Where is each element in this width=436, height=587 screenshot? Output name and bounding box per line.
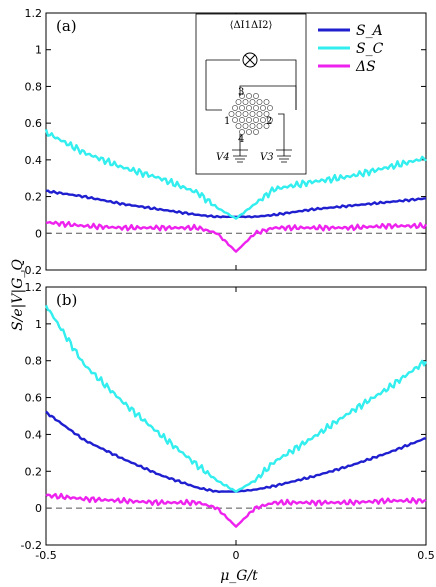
x-axis-label: μ_G/t — [220, 568, 258, 584]
y-tick-label: -0.2 — [21, 539, 42, 552]
series-line-sc — [44, 128, 427, 220]
lattice-hex — [242, 99, 249, 105]
ground-icon — [276, 149, 292, 163]
x-tick-label: 0.5 — [417, 549, 435, 562]
terminal-label: 4 — [238, 134, 244, 145]
lattice-hex — [253, 117, 259, 123]
panel-label: (b) — [56, 291, 77, 309]
lattice-hex — [253, 93, 259, 99]
series-line-sdelta-s — [45, 492, 427, 528]
lattice-hex — [232, 117, 238, 123]
y-tick-label: -0.2 — [21, 264, 42, 277]
lattice-hex — [256, 99, 263, 105]
lattice-hex — [235, 99, 242, 105]
inset-leads — [239, 85, 297, 150]
lattice-hex — [249, 123, 256, 129]
inset-title: ⟨ΔI1ΔI2⟩ — [230, 20, 273, 31]
lattice-hex — [253, 129, 259, 135]
y-tick-label: 0 — [35, 502, 42, 515]
panel-a: -0.2 0 0.2 0.4 0.6 0.8 1 1.2 (a) — [21, 7, 428, 277]
y-tick-label: 0.8 — [25, 80, 43, 93]
panel-label: (a) — [56, 17, 77, 35]
lattice-hex — [232, 105, 238, 111]
lattice-hex — [260, 117, 266, 123]
y-axis-label: S/e|V|G_Q — [10, 259, 26, 331]
panel-b: -0.2 0 0.2 0.4 0.6 0.8 1 1.2 -0.5 0 0.5 (b) — [21, 281, 435, 562]
y-tick-label: 1 — [35, 44, 42, 57]
x-tick-label: -0.5 — [35, 549, 56, 562]
lattice-hex — [249, 99, 256, 105]
terminal-label: 1 — [224, 116, 230, 127]
ammeter-cross-icon — [244, 54, 256, 66]
lattice-hex — [256, 123, 263, 129]
lattice-hex — [246, 105, 252, 111]
lattice-hex — [249, 111, 256, 117]
y-tick-label: 1 — [35, 318, 42, 331]
series-line-sa — [45, 410, 426, 494]
voltage-label: V3 — [260, 152, 274, 163]
lattice-hex — [235, 123, 242, 129]
lattice-hex — [260, 105, 266, 111]
y-tick-label: 0.6 — [25, 117, 43, 130]
x-tick-label: 0 — [233, 549, 240, 562]
lattice-hex — [267, 117, 273, 123]
lattice-hex — [228, 111, 235, 117]
y-tick-label: 0.2 — [25, 465, 43, 478]
voltage-label: V4 — [216, 152, 230, 163]
lattice-hex — [246, 93, 252, 99]
y-tick-label: 0.4 — [25, 428, 43, 441]
legend-label: ΔS — [355, 59, 376, 75]
lattice-hex — [246, 117, 252, 123]
series-line-sa — [45, 189, 426, 219]
lattice-hex — [239, 93, 245, 99]
plot-frame — [45, 286, 427, 546]
lattice-hex — [239, 105, 245, 111]
y-tick-label: 1.2 — [25, 7, 43, 20]
y-tick-label: 0 — [35, 227, 42, 240]
graphene-lattice — [228, 93, 273, 135]
lattice-hex — [263, 123, 270, 129]
inset-diagram: ⟨ΔI1ΔI2⟩ 1 2 3 4 V4 V3 — [195, 13, 307, 175]
lattice-hex — [256, 111, 263, 117]
lattice-hex — [239, 129, 245, 135]
lattice-hex — [242, 111, 249, 117]
lattice-hex — [263, 111, 270, 117]
series-line-sdelta-s — [45, 220, 428, 253]
terminal-label: 2 — [266, 116, 272, 127]
terminal-label: 3 — [238, 87, 244, 98]
y-tick-label: 0.8 — [25, 355, 43, 368]
ground-icon — [232, 149, 248, 163]
y-tick-label: 0.4 — [25, 154, 43, 167]
lattice-hex — [242, 123, 249, 129]
lattice-hex — [246, 129, 252, 135]
y-tick-label: 0.2 — [25, 191, 43, 204]
lattice-hex — [235, 111, 242, 117]
y-tick-label: 1.2 — [25, 281, 43, 294]
lattice-hex — [267, 105, 273, 111]
series-line-sc — [44, 304, 428, 493]
legend: S_A S_C ΔS — [318, 23, 384, 75]
lattice-hex — [253, 105, 259, 111]
legend-label: S_C — [356, 41, 384, 57]
y-tick-label: 0.6 — [25, 392, 43, 405]
legend-label: S_A — [356, 23, 383, 39]
lattice-hex — [263, 99, 270, 105]
lattice-hex — [239, 117, 245, 123]
